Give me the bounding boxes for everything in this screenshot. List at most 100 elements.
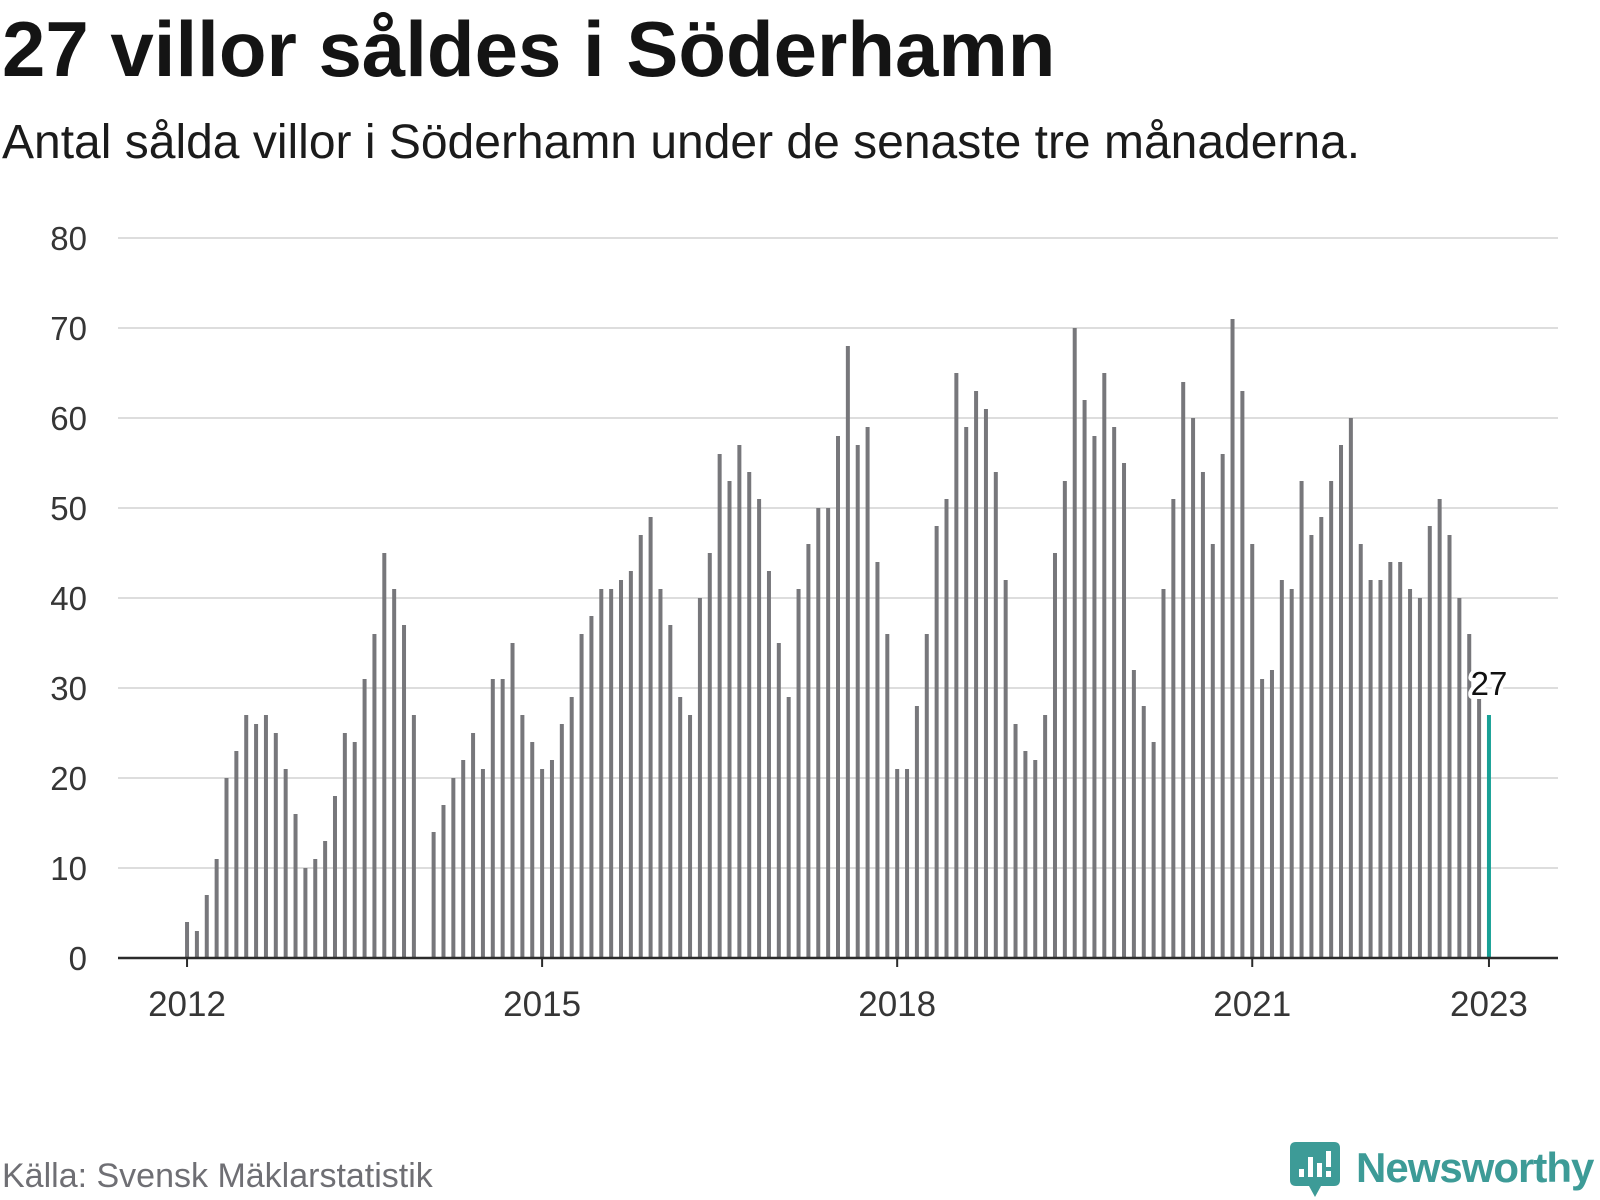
bar-2019-12: [1122, 463, 1127, 958]
bar-2023-01: [1486, 715, 1491, 958]
bar-2018-05: [934, 526, 939, 958]
y-tick-label-60: 60: [50, 400, 87, 437]
bar-2012-02: [194, 931, 199, 958]
bar-2021-08: [1319, 517, 1324, 958]
bar-2013-04: [332, 796, 337, 958]
bar-2020-12: [1240, 391, 1245, 958]
bar-2020-06: [1181, 382, 1186, 958]
bar-2016-08: [727, 481, 732, 958]
bar-2014-07: [480, 769, 485, 958]
bar-2019-08: [1082, 400, 1087, 958]
x-axis-labels: 2012 2015 2018 2021 2023: [148, 985, 1528, 1024]
bar-2012-01: [185, 922, 190, 958]
logo-dot: [1326, 1171, 1331, 1177]
bar-2016-09: [737, 445, 742, 958]
bar-2014-11: [520, 715, 525, 958]
bar-2019-01: [1013, 724, 1018, 958]
bar-2017-03: [796, 589, 801, 958]
bar-2018-01: [895, 769, 900, 958]
bar-2012-04: [214, 859, 219, 958]
bar-2015-07: [599, 589, 604, 958]
bar-2013-12: [411, 715, 416, 958]
bar-2013-03: [323, 841, 328, 958]
bar-2015-09: [619, 580, 624, 958]
chart-subtitle: Antal sålda villor i Söderhamn under de …: [2, 116, 1361, 169]
bar-2013-05: [342, 733, 347, 958]
bar-2021-06: [1299, 481, 1304, 958]
bar-2021-10: [1339, 445, 1344, 958]
bar-2015-11: [638, 535, 643, 958]
bar-2019-02: [1023, 751, 1028, 958]
bar-2013-01: [303, 868, 308, 958]
y-tick-label-10: 10: [50, 850, 87, 887]
bar-2012-12: [293, 814, 298, 958]
bar-chart: 0 10 20 30 40 50 60 70 80 2012 2015 2018 2021 2023 2…: [50, 220, 1558, 1024]
bar-2021-05: [1289, 589, 1294, 958]
logo-bar-2: [1308, 1157, 1313, 1177]
bar-2015-10: [628, 571, 633, 958]
bar-2012-08: [254, 724, 259, 958]
y-tick-label-20: 20: [50, 760, 87, 797]
bar-2013-06: [352, 742, 357, 958]
bar-2020-04: [1161, 589, 1166, 958]
bar-2022-12: [1477, 697, 1482, 958]
bar-2020-10: [1220, 454, 1225, 958]
bar-2015-03: [559, 724, 564, 958]
bar-2017-10: [865, 427, 870, 958]
bar-2017-11: [875, 562, 880, 958]
bar-2020-05: [1171, 499, 1176, 958]
y-tick-label-30: 30: [50, 670, 87, 707]
bar-2015-08: [609, 589, 614, 958]
bar-2015-02: [549, 760, 554, 958]
y-tick-label-50: 50: [50, 490, 87, 527]
logo-bar-1: [1299, 1169, 1304, 1177]
bar-2017-12: [885, 634, 890, 958]
logo-bar-3: [1317, 1163, 1322, 1177]
bar-2018-04: [924, 634, 929, 958]
y-tick-label-40: 40: [50, 580, 87, 617]
bar-2014-05: [461, 760, 466, 958]
bar-2015-05: [579, 634, 584, 958]
bar-2017-05: [816, 508, 821, 958]
bar-2017-01: [776, 643, 781, 958]
x-tick-label-2012: 2012: [148, 985, 226, 1024]
bar-2018-06: [944, 499, 949, 958]
bar-2012-05: [224, 778, 229, 958]
bar-2022-10: [1457, 598, 1462, 958]
bar-2016-02: [668, 625, 673, 958]
bar-2022-06: [1417, 598, 1422, 958]
bar-2014-06: [471, 733, 476, 958]
bar-2021-07: [1309, 535, 1314, 958]
bar-2021-11: [1348, 418, 1353, 958]
bar-2014-09: [500, 679, 505, 958]
logo-bar-4: [1326, 1151, 1331, 1167]
bar-2015-12: [648, 517, 653, 958]
bar-2014-12: [530, 742, 535, 958]
bar-2016-07: [717, 454, 722, 958]
bar-2013-11: [402, 625, 407, 958]
bar-2022-05: [1408, 589, 1413, 958]
bar-2018-07: [954, 373, 959, 958]
bar-2012-10: [273, 733, 278, 958]
bar-2017-06: [826, 508, 831, 958]
bar-2021-12: [1358, 544, 1363, 958]
y-axis-labels: 0 10 20 30 40 50 60 70 80: [50, 220, 87, 977]
bar-2021-03: [1269, 670, 1274, 958]
bar-2013-10: [392, 589, 397, 958]
bar-2013-02: [313, 859, 318, 958]
bar-2020-07: [1191, 418, 1196, 958]
bar-2019-07: [1072, 328, 1077, 958]
bar-2016-03: [678, 697, 683, 958]
bar-2012-03: [204, 895, 209, 958]
bar-2016-05: [697, 598, 702, 958]
bar-2019-11: [1112, 427, 1117, 958]
bar-2018-12: [1003, 580, 1008, 958]
bar-2022-03: [1388, 562, 1393, 958]
bar-2020-11: [1230, 319, 1235, 958]
bar-2014-10: [510, 643, 515, 958]
bar-2020-02: [1141, 706, 1146, 958]
logo-bubble-shape: [1290, 1142, 1340, 1197]
bar-2021-04: [1279, 580, 1284, 958]
newsworthy-logo: Newsworthy: [1290, 1142, 1596, 1198]
bar-2019-05: [1052, 553, 1057, 958]
